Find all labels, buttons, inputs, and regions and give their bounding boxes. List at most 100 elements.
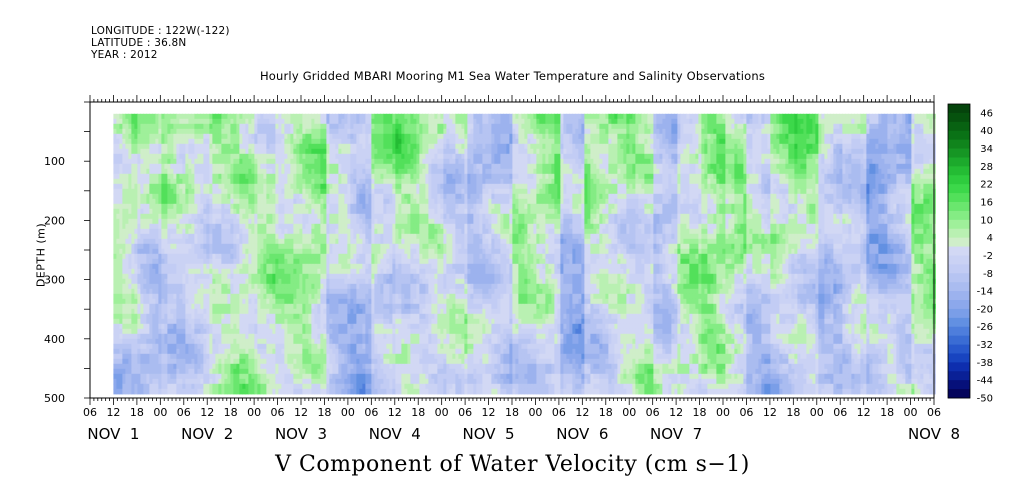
heatmap-cell [257,373,261,380]
heatmap-cell [239,293,243,300]
heatmap-cell [206,383,210,390]
heatmap-cell [176,268,180,275]
heatmap-cell [287,378,291,385]
heatmap-cell [269,373,273,380]
heatmap-cell [266,253,270,260]
heatmap-cell [275,248,279,255]
heatmap-cell [167,308,171,315]
heatmap-cell [236,278,240,285]
heatmap-cell [302,248,306,255]
heatmap-cell [311,158,315,165]
heatmap-cell [299,318,303,325]
heatmap-cell [296,213,300,220]
heatmap-cell [272,328,276,335]
heatmap-cell [290,288,294,295]
heatmap-cell [347,303,351,310]
latitude-label: LATITUDE : 36.8N [91,37,187,49]
heatmap-cell [212,143,216,150]
heatmap-cell [173,343,177,350]
heatmap-cell [206,128,210,135]
heatmap-cell [350,283,354,290]
heatmap-cell [344,383,348,390]
heatmap-cell [128,208,132,215]
heatmap-cell [155,123,159,130]
heatmap-cell [227,328,231,335]
heatmap-cell [326,333,330,340]
heatmap-cell [212,163,216,170]
heatmap-cell [170,298,174,305]
heatmap-cell [218,388,222,395]
heatmap-cell [341,188,345,195]
heatmap-cell [305,353,309,360]
heatmap-cell [296,378,300,385]
heatmap-cell [125,143,129,150]
heatmap-cell [305,168,309,175]
heatmap-cell [215,173,219,180]
heatmap-cell [149,183,153,190]
heatmap-cell [350,308,354,315]
heatmap-cell [251,113,255,120]
heatmap-cell [140,193,144,200]
heatmap-cell [173,148,177,155]
heatmap-cell [329,323,333,330]
heatmap-cell [356,203,360,210]
heatmap-cell [281,198,285,205]
heatmap-cell [326,368,330,375]
heatmap-cell [125,183,129,190]
heatmap-cell [149,318,153,325]
heatmap-cell [155,248,159,255]
heatmap-cell [278,273,282,280]
heatmap-cell [143,243,147,250]
heatmap-cell [218,163,222,170]
heatmap-cell [344,178,348,185]
heatmap-cell [233,188,237,195]
heatmap-cell [272,243,276,250]
heatmap-cell [236,328,240,335]
heatmap-cell [200,338,204,345]
heatmap-cell [353,248,357,255]
heatmap-cell [326,178,330,185]
heatmap-cell [308,368,312,375]
heatmap-cell [239,248,243,255]
heatmap-cell [272,143,276,150]
heatmap-cell [185,128,189,135]
heatmap-cell [224,243,228,250]
heatmap-cell [224,358,228,365]
heatmap-cell [323,158,327,165]
heatmap-cell [155,258,159,265]
heatmap-cell [143,118,147,125]
heatmap-cell [215,258,219,265]
heatmap-cell [281,213,285,220]
heatmap-cell [179,238,183,245]
heatmap-cell [179,188,183,195]
heatmap-cell [113,158,117,165]
heatmap-cell [152,323,156,330]
heatmap-cell [242,258,246,265]
heatmap-cell [140,258,144,265]
heatmap-cell [332,328,336,335]
heatmap-cell [218,353,222,360]
heatmap-cell [359,218,363,225]
heatmap-cell [218,253,222,260]
heatmap-cell [317,233,321,240]
heatmap-cell [251,228,255,235]
heatmap-cell [128,353,132,360]
heatmap-cell [356,178,360,185]
heatmap-cell [344,258,348,265]
heatmap-cell [227,178,231,185]
heatmap-cell [284,338,288,345]
heatmap-cell [281,208,285,215]
heatmap-cell [200,158,204,165]
heatmap-cell [179,113,183,120]
heatmap-cell [143,113,147,120]
heatmap-cell [221,353,225,360]
heatmap-cell [251,253,255,260]
heatmap-cell [227,148,231,155]
heatmap-cell [158,188,162,195]
heatmap-cell [362,253,366,260]
heatmap-cell [326,173,330,180]
heatmap-cell [191,288,195,295]
heatmap-cell [233,193,237,200]
heatmap-cell [359,148,363,155]
heatmap-cell [152,363,156,370]
